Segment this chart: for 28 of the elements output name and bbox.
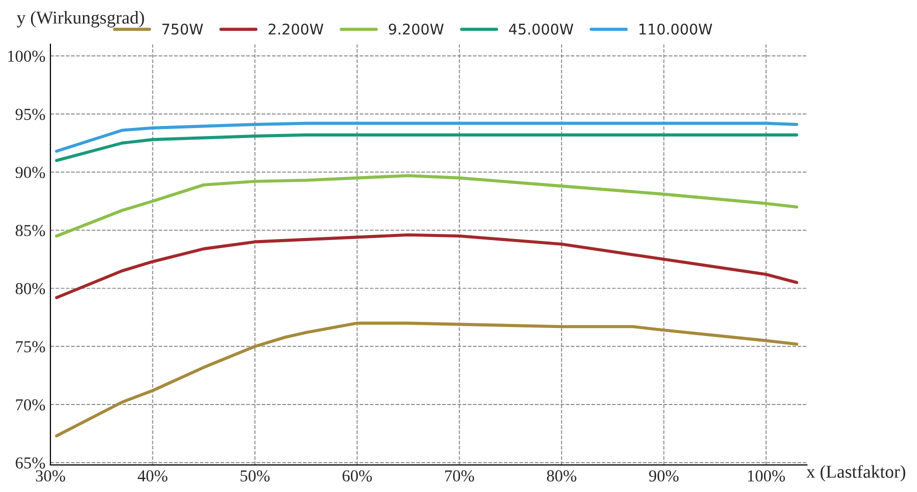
x-tick-label: 70% xyxy=(445,470,474,482)
x-tick-label: 30% xyxy=(36,470,66,482)
y-tick-label: 80% xyxy=(16,283,46,294)
y-tick-label: 100% xyxy=(8,50,46,62)
y-tick-label: 90% xyxy=(16,166,46,178)
x-tick-label: 80% xyxy=(546,470,576,482)
legend-label: 110.000W xyxy=(639,24,712,35)
line-series xyxy=(55,133,798,162)
y-tick-label: 65% xyxy=(16,457,46,469)
line-series xyxy=(55,122,798,153)
y-tick-label: 85% xyxy=(16,224,46,236)
x-tick-label: 100% xyxy=(748,470,785,482)
x-tick-label: 60% xyxy=(342,470,372,482)
x-axis-title: x (Lastfaktor) xyxy=(806,464,906,482)
legend-label: 45.000W xyxy=(508,24,574,35)
x-tick-label: 50% xyxy=(240,470,270,482)
legend-label: 2.200W xyxy=(268,24,324,35)
y-tick-label: 70% xyxy=(16,399,46,411)
y-tick-label: 75% xyxy=(16,341,46,352)
y-tick-label: 95% xyxy=(16,108,46,120)
x-tick-label: 40% xyxy=(138,470,168,482)
line-series xyxy=(55,233,798,300)
y-axis-title: y (Wirkungsgrad) xyxy=(16,11,144,28)
line-series xyxy=(55,322,798,438)
legend-label: 750W xyxy=(162,24,203,35)
x-tick-label: 90% xyxy=(649,470,679,482)
legend-label: 9.200W xyxy=(388,24,444,35)
line-series xyxy=(55,174,798,238)
